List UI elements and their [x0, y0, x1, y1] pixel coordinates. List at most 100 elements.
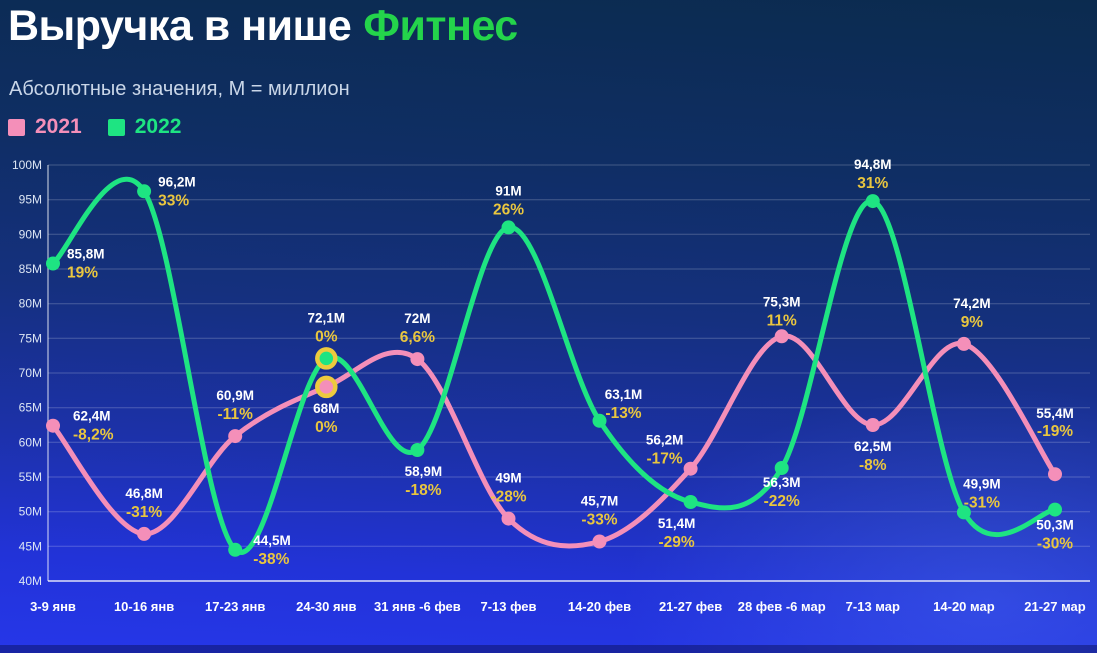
percent-label: -22% [764, 493, 800, 510]
percent-label: -11% [218, 406, 254, 423]
x-tick-label: 10-16 янв [114, 599, 174, 614]
legend-item-2022: 2022 [107, 115, 182, 139]
data-point-2021 [774, 329, 789, 344]
value-label: 91M [495, 183, 521, 198]
percent-label: 26% [493, 201, 524, 218]
percent-label: 0% [315, 328, 338, 345]
value-label: 72,1M [308, 310, 346, 325]
value-label: 85,8M [67, 247, 105, 262]
y-tick-label: 90M [19, 227, 42, 241]
percent-label: 6,6% [400, 329, 436, 346]
title-highlight: Фитнес [363, 2, 518, 50]
percent-label: -31% [964, 494, 1000, 511]
x-tick-label: 24-30 янв [296, 599, 356, 614]
value-label: 68M [313, 401, 339, 416]
value-label: 46,8M [125, 486, 163, 501]
y-tick-label: 85M [19, 262, 42, 276]
title-prefix: Выручка в нише [8, 2, 352, 50]
value-label: 62,4M [73, 409, 111, 424]
legend-swatch-2022 [107, 118, 125, 136]
percent-label: -38% [253, 551, 289, 568]
y-tick-label: 50M [19, 505, 42, 519]
value-label: 56,2M [646, 433, 684, 448]
data-point-2022 [46, 256, 60, 271]
data-point-2021 [865, 418, 880, 432]
percent-label: 0% [315, 419, 338, 436]
y-tick-label: 100M [12, 158, 42, 172]
x-tick-label: 7-13 фев [480, 599, 536, 614]
percent-label: -28% [490, 489, 526, 506]
data-point-2022 [956, 505, 971, 520]
value-label: 60,9M [216, 388, 254, 403]
value-label: 49,9M [963, 476, 1001, 491]
legend-label-2021: 2021 [35, 115, 82, 138]
y-tick-label: 95M [19, 193, 42, 207]
value-label: 51,4M [658, 516, 696, 531]
percent-label: -19% [1037, 423, 1073, 440]
data-point-2022 [774, 461, 789, 475]
y-tick-label: 70M [19, 366, 42, 380]
data-point-2021 [410, 352, 425, 367]
value-label: 96,2M [158, 174, 196, 189]
data-point-2021 [46, 418, 60, 433]
data-point-2021 [1048, 467, 1062, 482]
value-label: 56,3M [763, 475, 801, 490]
value-label: 44,5M [253, 533, 291, 548]
bottom-edge-strip [0, 645, 1097, 653]
legend-swatch-2021 [8, 118, 25, 136]
percent-label: -18% [405, 482, 441, 499]
percent-label: -30% [1037, 536, 1073, 553]
value-label: 58,9M [405, 464, 443, 479]
percent-label: 19% [67, 265, 98, 282]
x-tick-label: 14-20 мар [933, 599, 995, 614]
percent-label: -31% [126, 504, 162, 521]
legend-label-2022: 2022 [134, 115, 182, 138]
percent-label: -29% [659, 534, 695, 551]
x-tick-label: 14-20 фев [568, 599, 631, 614]
x-tick-label: 21-27 фев [659, 599, 722, 614]
data-point-2022 [683, 495, 698, 509]
y-tick-label: 60M [19, 435, 42, 449]
percent-label: -8,2% [73, 427, 114, 444]
percent-label: -13% [605, 405, 641, 422]
series-line-2022 [50, 177, 1058, 555]
percent-label: -33% [581, 512, 617, 529]
page-title: Выручка в нише Фитнес [8, 2, 518, 51]
data-point-2022 [228, 542, 243, 557]
x-tick-label: 31 янв -6 фев [374, 599, 461, 614]
x-tick-label: 28 фев -6 мар [738, 599, 826, 614]
value-label: 55,4M [1036, 406, 1074, 421]
value-label: 50,3M [1036, 518, 1074, 533]
y-tick-label: 75M [19, 331, 42, 345]
value-label: 74,2M [953, 296, 991, 311]
data-point-2021 [956, 336, 971, 351]
subtitle: Абсолютные значения, М = миллион [9, 78, 350, 100]
value-label: 94,8M [854, 157, 892, 172]
data-point-2021 [592, 534, 607, 549]
data-point-2022 [410, 443, 425, 457]
y-tick-label: 45M [19, 539, 42, 553]
percent-label: -8% [859, 457, 887, 474]
data-point-2021 [683, 461, 698, 476]
legend-item-2021: 2021 [8, 115, 82, 139]
value-label: 45,7M [581, 494, 619, 509]
x-tick-label: 17-23 янв [205, 599, 265, 614]
data-point-highlighted-2021 [315, 375, 338, 399]
percent-label: 31% [857, 175, 888, 192]
percent-label: 9% [961, 314, 984, 331]
percent-label: -17% [647, 451, 683, 468]
data-point-highlighted-2022 [315, 347, 338, 370]
percent-label: 11% [767, 312, 797, 329]
y-tick-label: 80M [19, 297, 42, 311]
value-label: 62,5M [854, 439, 892, 454]
value-label: 49M [495, 471, 521, 486]
y-tick-label: 65M [19, 401, 42, 415]
value-label: 75,3M [763, 294, 801, 309]
series-line-2021 [50, 333, 1058, 549]
data-point-2022 [865, 194, 880, 209]
percent-label: 33% [158, 192, 189, 209]
value-label: 63,1M [605, 387, 643, 402]
x-tick-label: 7-13 мар [846, 599, 900, 614]
data-point-2021 [137, 526, 152, 541]
